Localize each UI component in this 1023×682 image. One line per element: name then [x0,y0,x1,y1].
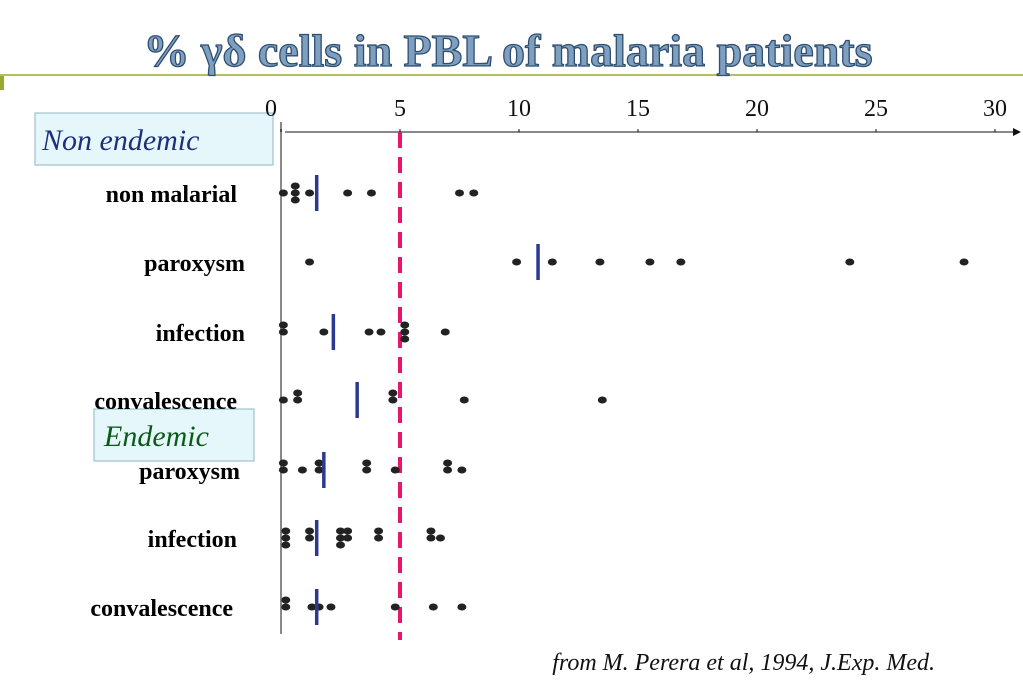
row-label: infection [156,321,245,347]
data-dot [305,527,315,535]
source-note: from M. Perera et al, 1994, J.Exp. Med. [552,650,935,676]
data-dot [281,603,291,611]
section-label: Non endemic [41,124,199,157]
x-tick-label: 5 [394,96,406,122]
data-dot [336,527,345,535]
decor-mark [0,76,4,90]
data-dot [297,466,307,474]
row-label: convalescence [90,596,233,622]
data-dot [388,396,398,404]
row-label: convalescence [94,389,237,415]
data-dot [366,189,376,197]
data-dot [343,527,353,535]
data-dot [290,182,300,190]
data-dot [426,527,436,535]
data-dot [959,258,969,266]
data-dot [547,258,557,266]
data-dot [307,603,317,611]
section-box [93,408,255,462]
x-tick-label: 15 [626,96,650,122]
data-dot [278,466,288,474]
data-dot [426,534,436,542]
row-label: paroxysm [144,251,245,277]
data-dot [400,328,410,336]
data-dot [314,459,324,467]
data-dot [400,335,410,343]
data-dot [293,389,303,397]
chart-title: % γδ cells in PBL of malaria patients [144,25,873,76]
data-dot [390,603,400,611]
row-label: non malarial [106,182,238,208]
data-dot [469,189,479,197]
data-dot [845,258,855,266]
data-dot [374,527,384,535]
data-dot [457,603,467,611]
data-dot [443,459,453,467]
data-dot [362,466,372,474]
x-tick-label: 20 [745,96,769,122]
data-dot [388,389,398,397]
data-dot [390,466,400,474]
data-dot [278,328,288,336]
data-dot [281,534,291,542]
data-dot [597,396,607,404]
data-dot [336,534,345,542]
x-tick-label: 0 [265,96,277,122]
data-dot [595,258,605,266]
data-dot [326,603,336,611]
data-dot [290,196,300,204]
data-dot [319,328,329,336]
data-dot [512,258,522,266]
data-dot [440,328,450,336]
data-dot [281,596,291,604]
data-dot [278,459,288,467]
x-tick-label: 30 [983,96,1007,122]
data-dot [281,527,291,535]
data-dot [278,189,288,197]
data-dot [314,466,324,474]
data-dot [343,189,353,197]
data-dot [435,534,445,542]
data-dot [374,534,384,542]
data-dot [305,189,315,197]
x-tick-label: 25 [864,96,888,122]
data-dot [400,321,410,329]
section-label: Endemic [103,420,209,453]
data-dot [281,541,291,549]
data-dot [305,534,315,542]
row-label: paroxysm [139,459,240,485]
data-dot [455,189,464,197]
data-dot [290,189,300,197]
section-box [34,112,274,166]
row-label: infection [148,527,237,553]
data-dot [278,321,288,329]
data-dot [362,459,372,467]
data-dot [428,603,438,611]
data-dot [278,396,288,404]
data-dot [457,466,467,474]
data-dot [336,541,345,549]
data-dot [443,466,453,474]
x-tick-label: 10 [507,96,531,122]
data-dot [459,396,469,404]
data-dot [376,328,386,336]
data-dot [645,258,655,266]
axis-arrow [1013,128,1021,136]
data-dot [293,396,303,404]
data-dot [676,258,686,266]
data-dot [305,258,315,266]
data-dot [364,328,374,336]
data-dot [343,534,353,542]
